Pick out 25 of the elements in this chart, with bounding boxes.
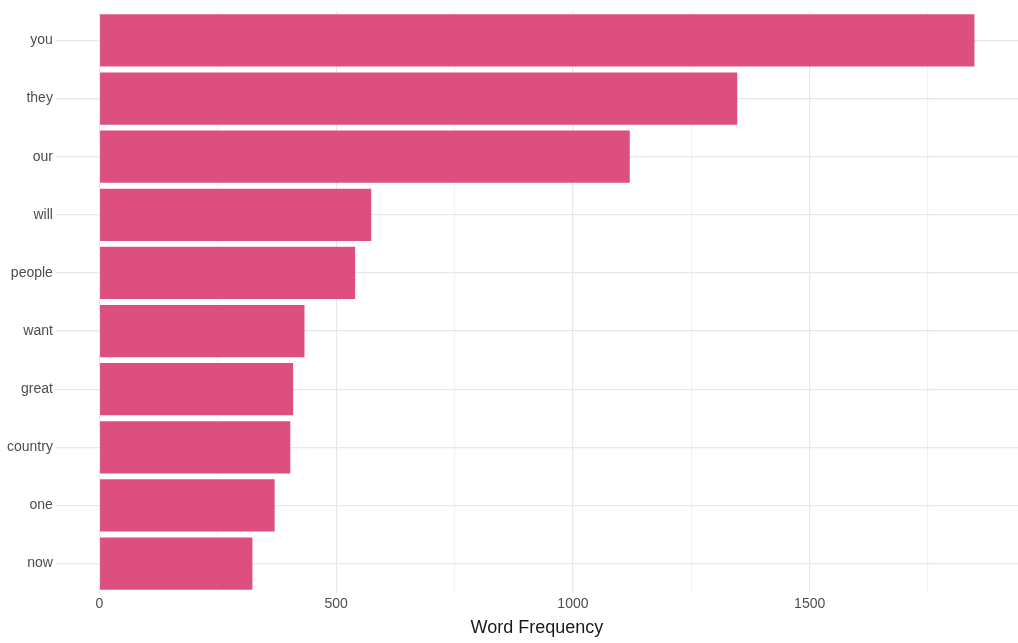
bar [100,537,253,590]
bar [100,304,305,358]
x-tick-label: 500 [324,594,349,611]
y-tick-label: our [32,147,54,164]
bar [100,130,630,183]
bar [100,246,356,300]
bar [100,72,738,125]
x-axis-title: Word Frequency [470,617,604,638]
bar [100,188,372,241]
bar [100,479,275,532]
y-tick-label: will [32,205,53,222]
bar [100,363,294,416]
y-tick-label: want [22,321,54,338]
x-tick-label: 1000 [557,594,589,611]
y-tick-label: one [29,496,54,513]
bar [100,421,291,474]
x-tick-label: 1500 [794,594,826,611]
y-tick-label: they [26,89,53,106]
bar [100,14,975,67]
x-tick-label: 0 [95,594,104,611]
y-tick-label: you [30,31,53,48]
y-tick-label: great [20,380,54,397]
y-tick-label: people [10,263,54,280]
y-tick-label: country [6,438,53,455]
y-tick-label: now [27,554,54,571]
